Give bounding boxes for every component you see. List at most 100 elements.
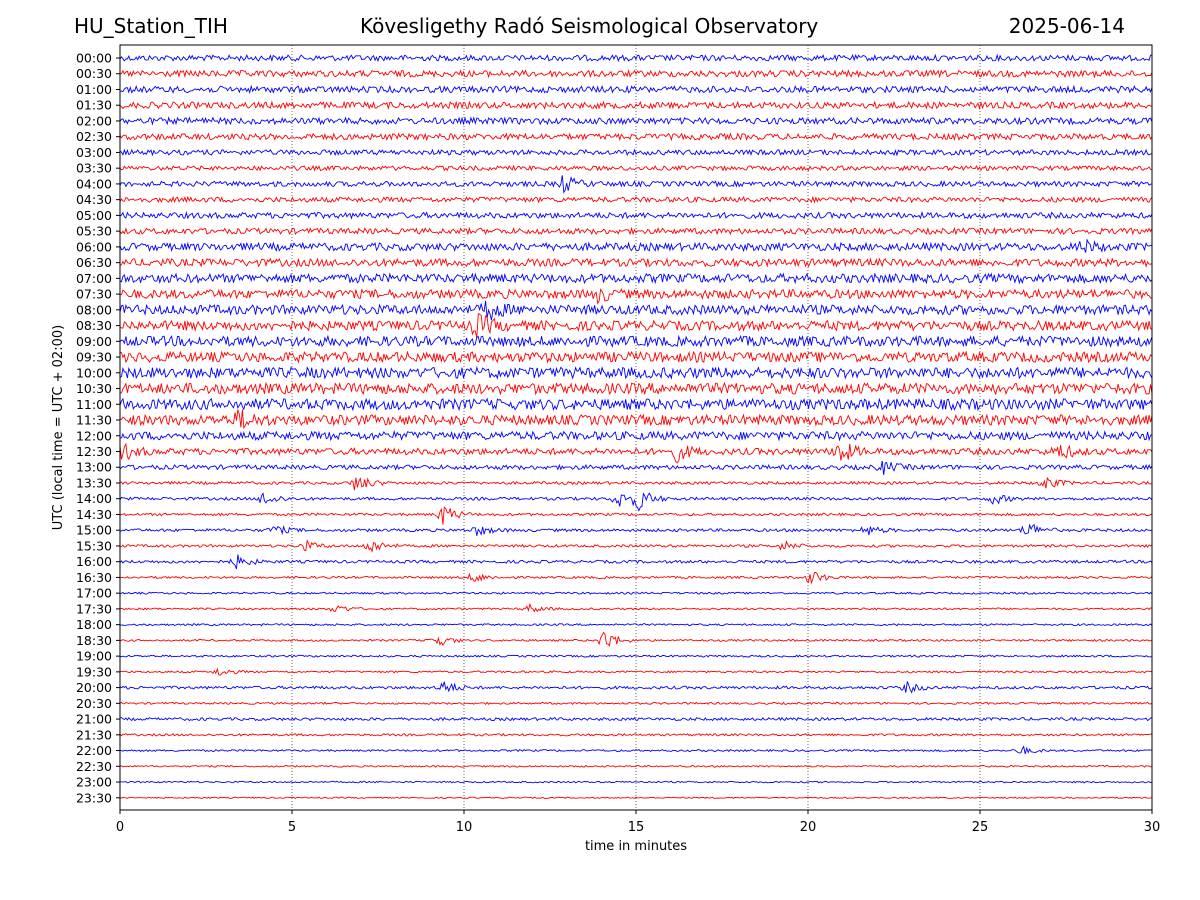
y-tick-label: 10:00 <box>76 365 112 380</box>
y-tick-label: 17:30 <box>76 601 112 616</box>
trace-1030 <box>119 381 1153 396</box>
trace-1130 <box>119 409 1153 430</box>
trace-0200 <box>119 116 1153 126</box>
y-tick-label: 17:00 <box>76 586 112 601</box>
x-tick-label: 0 <box>116 820 124 835</box>
y-tick-label: 13:00 <box>76 460 112 475</box>
trace-1800 <box>119 623 1153 627</box>
trace-0100 <box>119 84 1153 95</box>
y-tick-label: 03:30 <box>76 161 112 176</box>
trace-1430 <box>119 506 1153 525</box>
x-tick-label: 30 <box>1144 820 1161 835</box>
trace-0000 <box>119 53 1153 63</box>
x-tick-label: 25 <box>972 820 989 835</box>
trace-0530 <box>119 226 1153 236</box>
trace-1500 <box>119 523 1153 536</box>
trace-0830 <box>119 312 1153 339</box>
y-tick-label: 14:30 <box>76 507 112 522</box>
y-tick-label: 04:30 <box>76 192 112 207</box>
trace-1230 <box>119 442 1153 464</box>
grid-lines <box>291 45 981 810</box>
y-tick-label: 03:00 <box>76 145 112 160</box>
trace-1730 <box>119 602 1152 613</box>
x-tick-label: 15 <box>628 820 645 835</box>
x-tick-label: 20 <box>800 820 817 835</box>
trace-0900 <box>119 334 1153 349</box>
trace-1330 <box>119 476 1153 491</box>
y-tick-label: 06:30 <box>76 255 112 270</box>
seismic-traces <box>119 53 1153 799</box>
y-tick-label: 21:00 <box>76 712 112 727</box>
y-tick-label: 07:00 <box>76 271 112 286</box>
y-tick-label: 12:00 <box>76 428 112 443</box>
y-tick-label: 19:30 <box>76 664 112 679</box>
y-tick-label: 10:30 <box>76 381 112 396</box>
trace-1600 <box>119 554 1153 570</box>
x-tick-label: 10 <box>456 820 473 835</box>
y-tick-label: 09:00 <box>76 334 112 349</box>
trace-1200 <box>119 429 1153 442</box>
y-tick-label: 11:30 <box>76 413 112 428</box>
y-tick-label: 00:00 <box>76 51 112 66</box>
trace-0400 <box>119 175 1153 194</box>
chart-title: Kövesligethy Radó Seismological Observat… <box>360 14 819 38</box>
y-tick-label: 21:30 <box>76 727 112 742</box>
trace-0500 <box>119 210 1153 220</box>
y-tick-label: 02:00 <box>76 113 112 128</box>
trace-0800 <box>119 300 1153 321</box>
trace-1100 <box>119 397 1153 412</box>
y-tick-label: 14:00 <box>76 491 112 506</box>
y-tick-label: 12:30 <box>76 444 112 459</box>
trace-2100 <box>119 716 1152 722</box>
trace-0600 <box>119 238 1153 253</box>
trace-2130 <box>119 732 1153 737</box>
trace-1300 <box>119 460 1153 475</box>
trace-1700 <box>119 591 1153 595</box>
trace-0930 <box>119 350 1153 364</box>
y-tick-label: 15:00 <box>76 523 112 538</box>
y-tick-label: 09:30 <box>76 350 112 365</box>
y-tick-label: 08:00 <box>76 302 112 317</box>
y-tick-label: 23:30 <box>76 790 112 805</box>
y-tick-label: 20:30 <box>76 696 112 711</box>
y-tick-label: 08:30 <box>76 318 112 333</box>
trace-1530 <box>119 539 1153 553</box>
trace-0730 <box>120 287 1153 305</box>
y-tick-label: 05:00 <box>76 208 112 223</box>
y-tick-label: 23:00 <box>76 775 112 790</box>
trace-0230 <box>119 132 1153 142</box>
y-tick-label: 20:00 <box>76 680 112 695</box>
trace-0130 <box>119 100 1153 111</box>
trace-1830 <box>119 631 1153 648</box>
y-tick-label: 01:30 <box>76 98 112 113</box>
y-tick-label: 07:30 <box>76 287 112 302</box>
chart-date: 2025-06-14 <box>1008 14 1125 38</box>
y-tick-label: 11:00 <box>76 397 112 412</box>
trace-0630 <box>119 257 1153 268</box>
y-axis-ticks: 00:0000:3001:0001:3002:0002:3003:0003:30… <box>76 51 120 805</box>
y-tick-label: 06:00 <box>76 239 112 254</box>
y-tick-label: 15:30 <box>76 538 112 553</box>
station-name: HU_Station_TIH <box>74 14 228 38</box>
y-tick-label: 18:30 <box>76 633 112 648</box>
y-tick-label: 22:30 <box>76 759 112 774</box>
x-axis-ticks: 0 5 10 15 20 25 30 <box>116 810 1160 835</box>
trace-1930 <box>119 667 1153 676</box>
trace-1900 <box>119 654 1152 658</box>
trace-0330 <box>119 164 1153 172</box>
trace-2230 <box>119 764 1153 768</box>
trace-0700 <box>119 272 1153 285</box>
trace-2330 <box>119 796 1153 799</box>
trace-1400 <box>119 492 1153 512</box>
y-tick-label: 05:30 <box>76 224 112 239</box>
trace-2300 <box>120 780 1153 784</box>
trace-1000 <box>119 366 1153 380</box>
trace-0300 <box>119 148 1153 157</box>
y-tick-label: 18:00 <box>76 617 112 632</box>
y-tick-label: 00:30 <box>76 66 112 81</box>
trace-2000 <box>119 681 1153 694</box>
x-tick-label: 5 <box>288 820 296 835</box>
y-tick-label: 13:30 <box>76 475 112 490</box>
y-axis-label: UTC (local time = UTC + 02:00) <box>51 325 66 530</box>
